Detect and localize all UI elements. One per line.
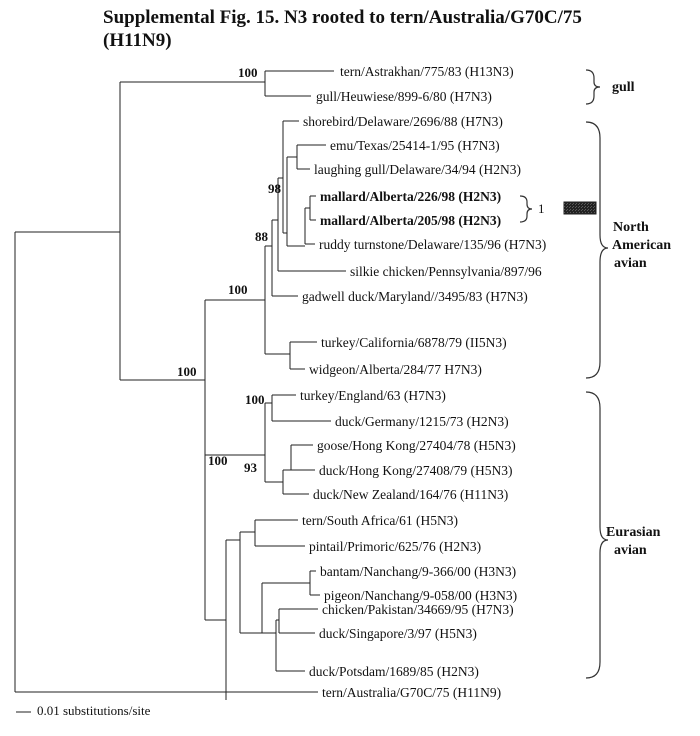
taxon-label: turkey/California/6878/79 (II5N3) [321,335,507,350]
bootstrap-values: 100 98 88 100 100 100 100 93 [177,65,282,475]
taxon-labels: tern/Astrakhan/775/83 (H13N3) gull/Heuwi… [300,64,546,700]
taxon-label: turkey/England/63 (H7N3) [300,388,446,403]
bootstrap-value: 100 [177,364,197,379]
title-line-1: Supplemental Fig. 15. N3 rooted to tern/… [103,7,582,28]
taxon-label: duck/Potsdam/1689/85 (H2N3) [309,664,479,679]
taxon-label: duck/Germany/1215/73 (H2N3) [335,414,509,429]
bootstrap-value: 100 [238,65,258,80]
bootstrap-value: 93 [244,460,258,475]
mallard-bracket [519,195,533,223]
group-label-avian-eu: avian [614,543,647,558]
group-label-american: American [612,238,671,253]
bootstrap-value: 100 [228,282,248,297]
taxon-label: shorebird/Delaware/2696/88 (H7N3) [303,114,503,129]
taxon-label: tern/Australia/G70C/75 (H11N9) [322,685,501,700]
taxon-label: gadwell duck/Maryland//3495/83 (H7N3) [302,289,528,304]
taxon-label: emu/Texas/25414-1/95 (H7N3) [330,138,500,153]
bootstrap-value: 100 [208,453,228,468]
group-label-gull: gull [612,80,635,95]
group-labels: gull North American avian Eurasian avian… [538,80,671,558]
bootstrap-value: 98 [268,181,282,196]
taxon-label: duck/Singapore/3/97 (H5N3) [319,626,477,641]
taxon-label: duck/Hong Kong/27408/79 (H5N3) [319,463,512,478]
taxon-label: chicken/Pakistan/34669/95 (H7N3) [322,602,514,617]
taxon-label: tern/Astrakhan/775/83 (H13N3) [340,64,514,79]
group-label-eurasian: Eurasian [606,525,661,540]
tree-branches [14,70,346,700]
north-american-bracket [585,121,609,379]
figure-title: Supplemental Fig. 15. N3 rooted to tern/… [103,6,683,52]
bootstrap-value: 88 [255,229,269,244]
mallard-marker-label: 1 [538,201,545,216]
taxon-label: goose/Hong Kong/27404/78 (H5N3) [317,438,516,453]
taxon-label: widgeon/Alberta/284/77 H7N3) [309,362,482,377]
scale-bar-label: 0.01 substitutions/site [37,703,151,718]
taxon-label: laughing gull/Delaware/34/94 (H2N3) [314,162,521,177]
taxon-label: pintail/Primoric/625/76 (H2N3) [309,539,481,554]
group-label-avian-na: avian [614,256,647,271]
title-line-2: (H11N9) [103,30,172,51]
taxon-label: gull/Heuwiese/899-6/80 (H7N3) [316,89,492,104]
taxon-label: ruddy turnstone/Delaware/135/96 (H7N3) [319,237,546,252]
taxon-label: tern/South Africa/61 (H5N3) [302,513,458,528]
taxon-label: pigeon/Nanchang/9-058/00 (H3N3) [324,588,517,603]
mallard-marker-box [563,201,597,215]
taxon-label: duck/New Zealand/164/76 (H11N3) [313,487,508,502]
group-brackets [519,69,609,679]
taxon-label: bantam/Nanchang/9-366/00 (H3N3) [320,564,516,579]
group-label-north: North [613,220,649,235]
taxon-label: mallard/Alberta/226/98 (H2N3) [320,189,501,204]
taxon-label: mallard/Alberta/205/98 (H2N3) [320,213,501,228]
gull-bracket [585,69,601,105]
taxon-label: silkie chicken/Pennsylvania/897/96 [350,264,542,279]
eurasian-bracket [585,391,609,679]
bootstrap-value: 100 [245,392,265,407]
